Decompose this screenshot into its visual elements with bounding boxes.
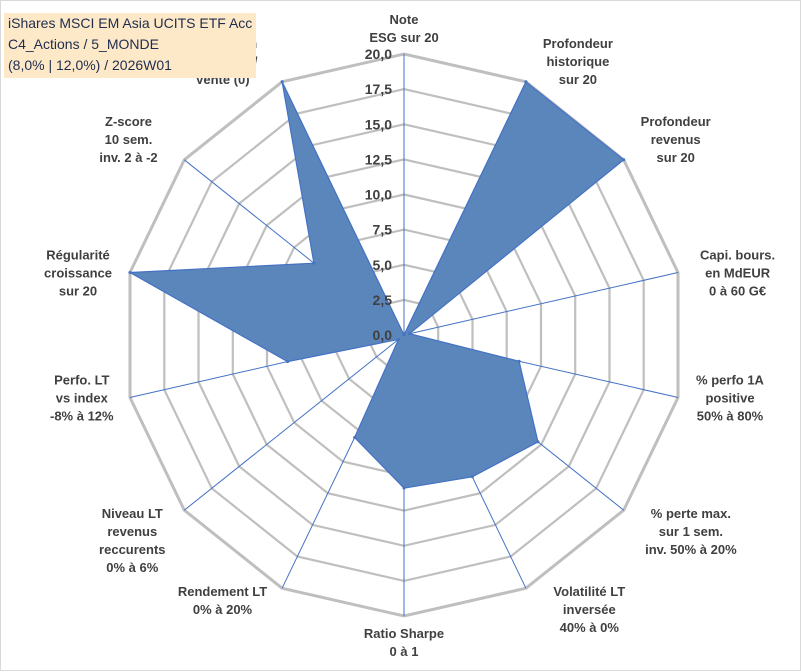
axis-label-text-4: Capi. bours. en MdEUR 0 à 60 G€: [700, 248, 775, 299]
tick-label-6: 15,0: [365, 116, 392, 132]
tick-label-0: 0,0: [373, 327, 393, 343]
axis-label-text-7: Volatilité LT inversée 40% à 0%: [553, 584, 625, 635]
axis-label-9: Rendement LT 0% à 20%: [178, 584, 267, 617]
data-point-4: [408, 332, 411, 336]
axis-label-10: Niveau LT revenus reccurents 0% à 6%: [99, 506, 165, 575]
radial-tick-labels: 0,0 2,5 5,0 7,5 10,0 12,5 15,0 17,5 20,0: [365, 46, 392, 343]
title-line-3: (8,0% | 12,0%) / 2026W01: [8, 57, 172, 73]
data-point-7: [470, 475, 474, 479]
axis-spoke-10: [183, 334, 405, 511]
data-point-11: [286, 360, 290, 364]
data-point-1: [402, 333, 406, 337]
data-point-10: [397, 337, 400, 341]
axis-label-text-8: Ratio Sharpe 0 à 1: [364, 626, 444, 659]
data-point-5: [517, 359, 521, 363]
axis-label-8: Ratio Sharpe 0 à 1: [364, 626, 444, 659]
data-point-12: [128, 271, 132, 274]
axis-label-text-2: Profondeur historique sur 20: [543, 36, 613, 87]
data-point-13: [312, 261, 316, 265]
tick-label-8: 20,0: [365, 46, 392, 62]
axis-label-text-9: Rendement LT 0% à 20%: [178, 584, 267, 617]
axis-label-text-11: Perfo. LT vs index -8% à 12%: [50, 373, 114, 424]
data-point-8: [402, 486, 406, 490]
data-point-3: [622, 158, 626, 162]
radar-series: [127, 80, 626, 490]
axis-label-1: Note ESG sur 20: [369, 12, 438, 45]
axis-label-2: Profondeur historique sur 20: [543, 36, 613, 87]
axis-label-5: % perfo 1A positive 50% à 80%: [696, 373, 765, 424]
tick-label-3: 7,5: [373, 222, 393, 238]
chart-title: iShares MSCI EM Asia UCITS ETF Acc C4_Ac…: [4, 13, 257, 78]
axis-label-text-3: Profondeur revenus sur 20: [641, 114, 711, 165]
tick-label-2: 5,0: [373, 257, 393, 273]
title-line-2: C4_Actions / 5_MONDE: [8, 36, 159, 52]
data-point-14: [280, 80, 284, 84]
axis-label-text-10: Niveau LT revenus reccurents 0% à 6%: [99, 506, 165, 575]
axis-label-12: Régularité croissance sur 20: [44, 248, 112, 299]
axis-label-13: Z-score 10 sem. inv. 2 à -2: [99, 114, 157, 165]
axis-spoke-4: [403, 272, 679, 336]
axis-label-7: Volatilité LT inversée 40% à 0%: [553, 584, 625, 635]
tick-label-4: 10,0: [365, 187, 392, 203]
axis-label-text-12: Régularité croissance sur 20: [44, 248, 112, 299]
title-line-1: iShares MSCI EM Asia UCITS ETF Acc: [8, 15, 253, 31]
axis-label-11: Perfo. LT vs index -8% à 12%: [50, 373, 114, 424]
axis-label-4: Capi. bours. en MdEUR 0 à 60 G€: [700, 248, 775, 299]
axis-label-text-5: % perfo 1A positive 50% à 80%: [696, 373, 765, 424]
data-point-2: [524, 80, 528, 84]
axis-label-text-1: Note ESG sur 20: [369, 12, 438, 45]
tick-label-1: 2,5: [373, 292, 393, 308]
tick-label-7: 17,5: [365, 81, 392, 97]
axis-label-6: % perte max. sur 1 sem. inv. 50% à 20%: [645, 506, 737, 557]
data-point-9: [353, 436, 357, 439]
data-point-6: [536, 440, 540, 444]
axis-label-text-6: % perte max. sur 1 sem. inv. 50% à 20%: [645, 506, 737, 557]
tick-label-5: 12,5: [365, 151, 392, 167]
axis-label-text-13: Z-score 10 sem. inv. 2 à -2: [99, 114, 157, 165]
axis-label-3: Profondeur revenus sur 20: [641, 114, 711, 165]
